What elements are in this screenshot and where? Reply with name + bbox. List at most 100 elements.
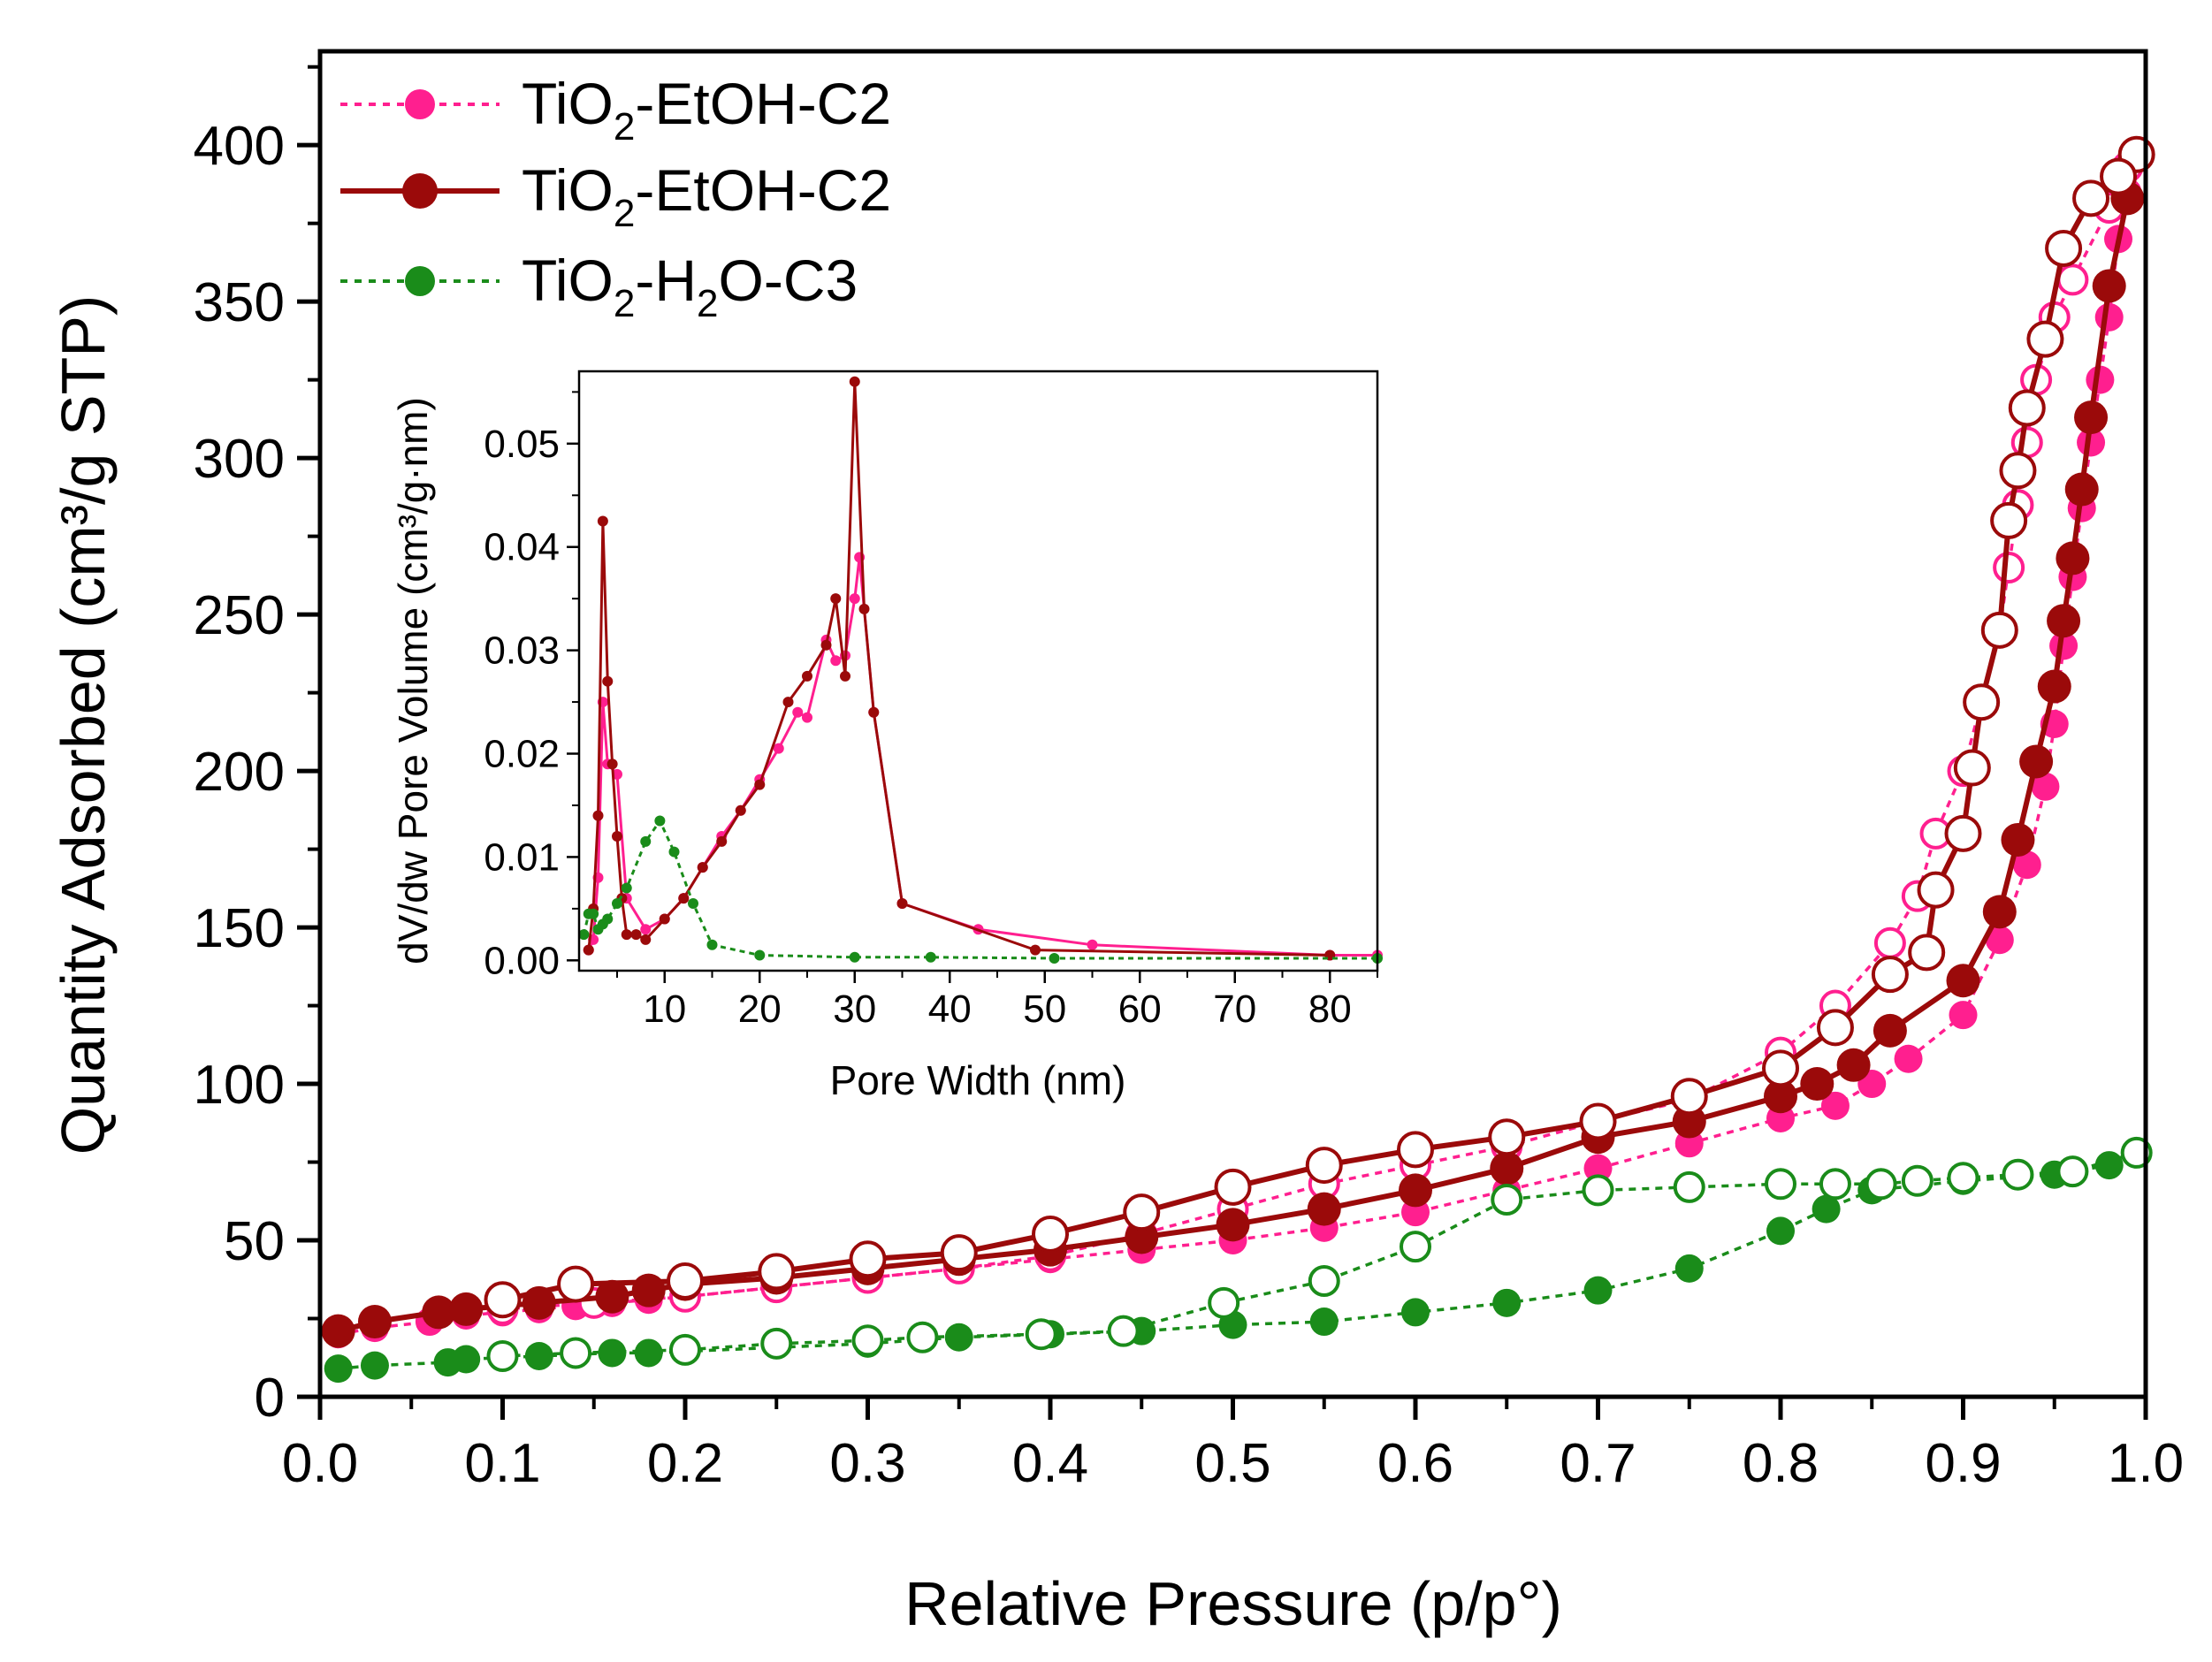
main-series-2-desorption-point: [760, 1327, 793, 1360]
main-series-2-desorption-point: [2002, 1158, 2034, 1191]
main-series-1-adsorption-point: [1800, 1067, 1834, 1102]
main-series-1-adsorption-point: [2047, 604, 2081, 638]
main-series-2-desorption-point: [1025, 1318, 1057, 1351]
main-series-1-adsorption-point: [2074, 400, 2109, 435]
main-series-1-desorption-point: [1980, 611, 2018, 649]
main-series-1-adsorption-point: [1216, 1208, 1250, 1242]
main-series-1-desorption-point: [667, 1262, 704, 1300]
main-series-2-adsorption-point: [598, 1338, 627, 1368]
inset-series-1-point: [602, 675, 614, 687]
inset-series-2-point: [849, 951, 860, 963]
main-series-2-adsorption-point: [360, 1351, 389, 1380]
main-x-axis-label: Relative Pressure (p/p°): [904, 1569, 1562, 1638]
main-series-2-adsorption-point: [2094, 1151, 2124, 1180]
legend-entry-pink: TiO2-EtOH-C2: [340, 71, 891, 149]
inset-series-0-point: [1087, 939, 1098, 950]
main-series-1-adsorption-point: [1836, 1048, 1871, 1082]
main-series-1-adsorption-point: [1982, 895, 2017, 929]
main-x-tick-label-3: 0.3: [829, 1433, 905, 1494]
main-series-1-desorption-point: [1816, 1009, 1854, 1047]
inset-series-1-point: [612, 831, 622, 842]
main-series-1-adsorption-point: [2001, 822, 2035, 857]
inset-series-0-point: [792, 706, 804, 718]
main-legend: TiO2-EtOH-C2 TiO2-EtOH-C2 TiO2-H2O-C3: [340, 71, 891, 325]
main-series-0-adsorption-point: [2094, 302, 2124, 332]
main-x-axis-ticks: 0.0 0.1 0.2 0.3 0.4 0.5 0.6 0.7 0.8 0.9 1.0: [282, 1397, 2184, 1494]
inset-series-1-point: [802, 670, 812, 682]
inset-series-2-point: [588, 908, 599, 919]
main-series-1-adsorption-point: [321, 1314, 355, 1348]
main-series-2-desorption-point: [1901, 1164, 1934, 1197]
inset-series-1-point: [716, 835, 728, 847]
inset-series-1-point: [659, 913, 670, 925]
inset-series-2-point: [925, 951, 936, 963]
inset-series-1-point: [592, 810, 604, 821]
main-series-0-adsorption-point: [2031, 772, 2060, 801]
main-series-1-desorption-point: [1999, 452, 2037, 490]
inset-y-tick-label-2: 0.02: [484, 733, 560, 776]
main-series-1-desorption-point: [1214, 1168, 1252, 1206]
inset-series-2-point: [621, 882, 632, 894]
inset-x-tick-label-7: 80: [1308, 987, 1352, 1031]
main-series-1-adsorption-point: [2019, 744, 2054, 779]
main-series-2-desorption-point: [486, 1339, 519, 1372]
inset-series-2-point: [654, 815, 666, 827]
main-x-tick-label-2: 0.2: [647, 1433, 723, 1494]
main-series-1-adsorption-point: [2037, 669, 2071, 704]
inset-series-1-point: [697, 862, 708, 873]
main-series-1-desorption-point: [1488, 1118, 1526, 1156]
main-x-tick-label-9: 0.9: [1925, 1433, 2001, 1494]
legend-label-green: TiO2-H2O-C3: [522, 248, 858, 325]
inset-series-0-point: [802, 712, 812, 723]
main-series-2-desorption-point: [1947, 1162, 1979, 1194]
main-series-1-desorption-point: [1670, 1078, 1708, 1116]
main-series-2-desorption-point: [1765, 1168, 1796, 1201]
main-series-1-adsorption-point: [422, 1295, 456, 1330]
main-y-tick-label-3: 150: [194, 898, 285, 959]
legend-entry-green: TiO2-H2O-C3: [340, 248, 858, 325]
inset-x-tick-label-2: 30: [833, 987, 876, 1031]
inset-series-1-point: [597, 515, 608, 527]
main-isotherm-plot: 0.0 0.1 0.2 0.3 0.4 0.5 0.6 0.7 0.8 0.9 1.0 050100…: [49, 49, 2184, 1638]
main-series-2-adsorption-point: [1492, 1288, 1522, 1317]
inset-series-1-point: [630, 929, 642, 941]
main-x-tick-label-4: 0.4: [1012, 1433, 1088, 1494]
inset-series-2-point: [688, 898, 698, 910]
main-series-2-desorption-point: [1819, 1168, 1851, 1201]
main-series-1-adsorption-point: [631, 1273, 666, 1307]
main-series-2-adsorption-point: [1766, 1216, 1795, 1246]
main-series-1-desorption-point: [1305, 1147, 1343, 1185]
main-series-0-adsorption-point: [1583, 1154, 1613, 1183]
inset-series-2-point: [706, 939, 718, 950]
main-series-0-adsorption-point: [1894, 1044, 1923, 1073]
legend-label-darkred: TiO2-EtOH-C2: [522, 157, 891, 235]
inset-series-1-point: [1030, 944, 1041, 956]
main-series-1-desorption-point: [1990, 501, 2028, 539]
main-series-1-adsorption-point: [449, 1292, 484, 1326]
main-series-1-desorption-point: [1397, 1131, 1434, 1169]
main-series-1-desorption-point: [2045, 229, 2083, 267]
main-x-tick-label-10: 1.0: [2108, 1433, 2184, 1494]
inset-series-1-point: [782, 697, 794, 708]
main-series-2-desorption-line: [502, 1151, 2138, 1358]
main-series-2-adsorption-point: [324, 1354, 353, 1384]
inset-series-2-point: [754, 949, 766, 961]
inset-series-0-point: [849, 593, 860, 605]
main-series-2-adsorption-point: [944, 1323, 973, 1352]
inset-series-0-point: [773, 743, 784, 754]
inset-series-1-point: [830, 593, 842, 605]
main-series-1-desorption-point: [1908, 934, 1946, 972]
inset-series-1-point: [621, 929, 632, 941]
main-series-0-desorption-point: [1993, 552, 2025, 584]
main-y-tick-label-2: 100: [194, 1055, 285, 1116]
inset-series-1-point: [849, 376, 860, 387]
main-series-1-adsorption-point: [1307, 1192, 1341, 1226]
main-series-1-adsorption-point: [1672, 1104, 1706, 1139]
main-series-2-desorption-point: [560, 1337, 592, 1369]
inset-series-layer: [578, 376, 1383, 964]
inset-x-tick-label-6: 70: [1213, 987, 1256, 1031]
main-series-1-desorption-point: [1944, 814, 1982, 852]
main-series-1-desorption-point: [1917, 871, 1955, 909]
main-series-2-desorption-point: [851, 1324, 884, 1357]
